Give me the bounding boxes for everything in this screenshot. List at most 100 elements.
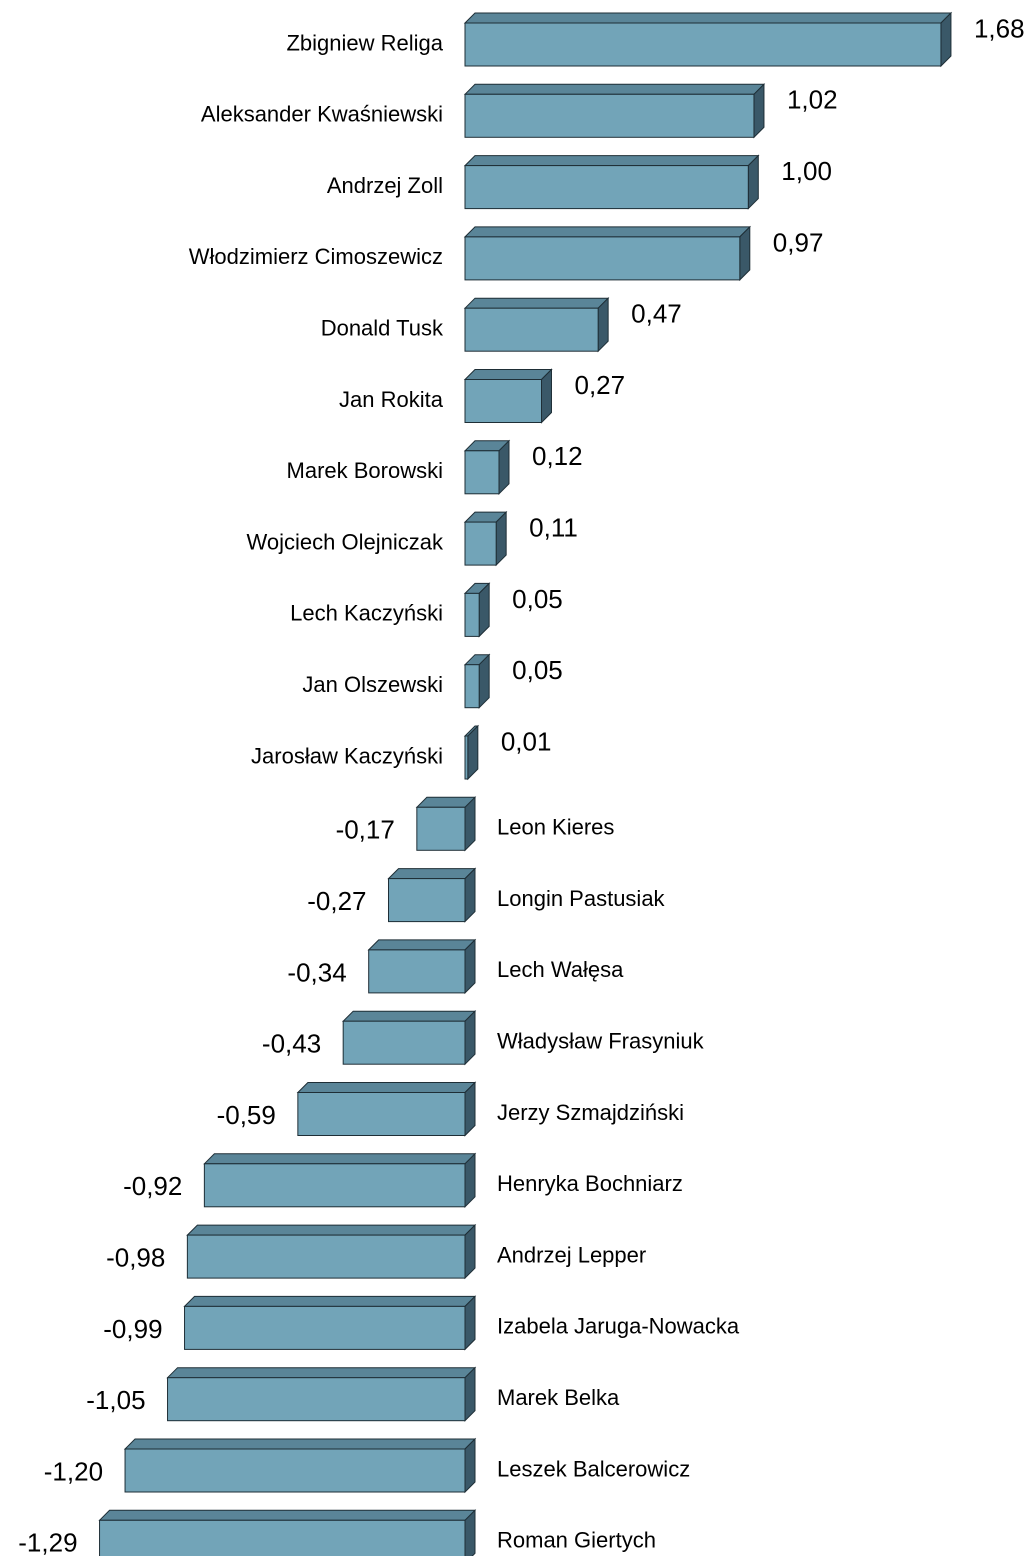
data-label: -0,43 — [262, 1029, 321, 1059]
bar-front-face — [464, 450, 500, 495]
bar-top-face — [166, 1367, 477, 1379]
bar-front-face — [203, 1163, 466, 1208]
category-label: Leszek Balcerowicz — [497, 1456, 690, 1481]
bar-top-face — [463, 12, 953, 24]
data-label: -0,92 — [123, 1171, 182, 1201]
category-label: Jarosław Kaczyński — [251, 743, 443, 768]
bar-top-face — [463, 155, 760, 167]
category-label: Lech Kaczyński — [290, 601, 443, 626]
category-label: Longin Pastusiak — [497, 886, 666, 911]
bar-11 — [463, 724, 480, 781]
bar-side-face — [464, 1366, 476, 1422]
bar-16 — [296, 1081, 477, 1137]
bar-front-face — [464, 236, 741, 281]
category-label: Henryka Bochniarz — [497, 1171, 683, 1196]
bar-side-face — [464, 867, 476, 923]
bar-side-face — [747, 154, 759, 210]
data-label: -0,34 — [287, 957, 346, 987]
data-label: -0,99 — [103, 1314, 162, 1344]
category-label: Izabela Jaruga-Nowacka — [497, 1314, 740, 1339]
bar-side-face — [464, 1223, 476, 1280]
bar-top-face — [296, 1082, 477, 1093]
bar-front-face — [342, 1020, 466, 1065]
bar-front-face — [368, 949, 466, 994]
bar-top-face — [183, 1295, 477, 1307]
bar-6 — [463, 368, 553, 424]
bar-front-face — [416, 806, 466, 851]
bar-12 — [415, 796, 477, 852]
data-label: 1,00 — [781, 156, 832, 186]
data-label: 0,12 — [532, 441, 583, 471]
bar-18 — [186, 1223, 477, 1280]
bar-top-face — [98, 1509, 477, 1521]
category-label: Zbigniew Religa — [286, 30, 443, 55]
data-label: 0,05 — [512, 584, 563, 614]
bar-front-face — [167, 1377, 466, 1422]
bar-side-face — [464, 938, 476, 995]
data-label: 1,68 — [974, 13, 1025, 43]
bar-top-face — [463, 226, 752, 238]
bar-side-face — [464, 1152, 476, 1209]
bar-side-face — [739, 225, 751, 282]
bar-front-face — [464, 307, 599, 352]
bar-4 — [463, 225, 752, 282]
bar-front-face — [464, 735, 469, 780]
bar-9 — [463, 582, 491, 638]
bar-14 — [367, 938, 477, 995]
category-label: Jan Rokita — [339, 387, 444, 412]
data-label: 0,47 — [631, 299, 682, 329]
bar-side-face — [464, 1081, 476, 1137]
bar-top-face — [341, 1010, 477, 1022]
category-label: Wojciech Olejniczak — [247, 529, 444, 554]
bar-19 — [183, 1295, 477, 1351]
category-label: Aleksander Kwaśniewski — [201, 102, 443, 127]
bar-7 — [463, 439, 511, 496]
category-label: Leon Kieres — [497, 815, 614, 840]
bar-front-face — [99, 1519, 466, 1556]
bar-front-face — [464, 379, 542, 423]
data-label: 0,11 — [529, 512, 578, 542]
category-label: Andrzej Zoll — [327, 173, 443, 198]
bar-front-face — [464, 165, 749, 210]
bar-side-face — [540, 368, 552, 424]
category-label: Donald Tusk — [321, 316, 444, 341]
bar-side-face — [478, 582, 490, 638]
data-label: 0,05 — [512, 655, 563, 685]
bar-15 — [341, 1009, 477, 1066]
bar-front-face — [184, 1305, 466, 1350]
category-label: Włodzimierz Cimoszewicz — [189, 244, 443, 269]
bar-top-face — [463, 297, 610, 309]
category-label: Marek Borowski — [287, 458, 443, 483]
bar-10 — [463, 653, 491, 709]
data-label: -0,98 — [106, 1242, 165, 1272]
bar-top-face — [463, 369, 553, 380]
bar-side-face — [467, 724, 479, 781]
bar-top-face — [123, 1438, 477, 1450]
category-label: Jan Olszewski — [302, 672, 443, 697]
bar-22 — [98, 1509, 477, 1556]
bar-8 — [463, 510, 508, 567]
bar-front-face — [388, 878, 466, 923]
category-label: Andrzej Lepper — [497, 1242, 646, 1267]
bar-side-face — [597, 296, 609, 353]
data-label: 0,01 — [501, 726, 552, 756]
data-label: 0,97 — [773, 227, 824, 257]
bar-front-face — [464, 22, 942, 67]
bar-top-face — [203, 1153, 477, 1165]
data-label: 0,27 — [574, 370, 625, 400]
bar-front-face — [124, 1448, 466, 1493]
bar-top-face — [463, 83, 766, 95]
category-label: Władysław Frasyniuk — [497, 1029, 705, 1054]
category-label: Marek Belka — [497, 1385, 620, 1410]
bar-side-face — [464, 1295, 476, 1351]
category-label: Jerzy Szmajdziński — [497, 1100, 684, 1125]
bar-5 — [463, 296, 610, 353]
bar-side-face — [940, 11, 952, 68]
bar-front-face — [464, 664, 480, 709]
bar-side-face — [498, 439, 510, 496]
bar-front-face — [464, 592, 480, 637]
bar-top-face — [186, 1224, 477, 1236]
bar-top-face — [367, 939, 477, 951]
bar-side-face — [495, 510, 507, 567]
